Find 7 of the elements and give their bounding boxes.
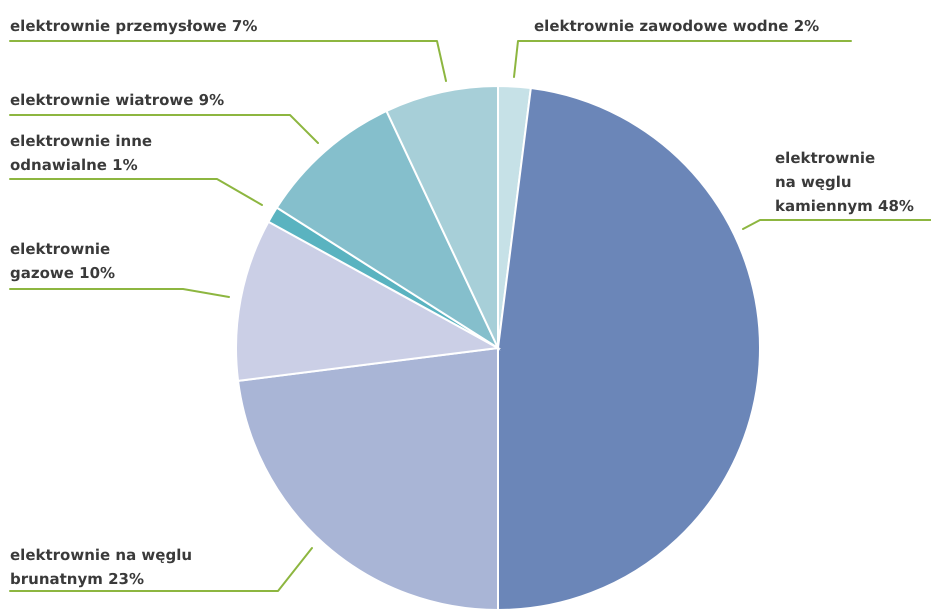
slice-label: elektrownie przemysłowe 7%: [10, 17, 258, 35]
slice-label: elektrownie inne odnawialne 1%: [10, 132, 152, 174]
slice-label: elektrownie zawodowe wodne 2%: [534, 17, 820, 35]
slice-label: elektrownie na węglu kamiennym 48%: [775, 149, 914, 215]
slice-label: elektrownie gazowe 10%: [10, 240, 116, 282]
slice-label: elektrownie wiatrowe 9%: [10, 91, 224, 109]
slice-label: elektrownie na węglu brunatnym 23%: [10, 546, 192, 588]
